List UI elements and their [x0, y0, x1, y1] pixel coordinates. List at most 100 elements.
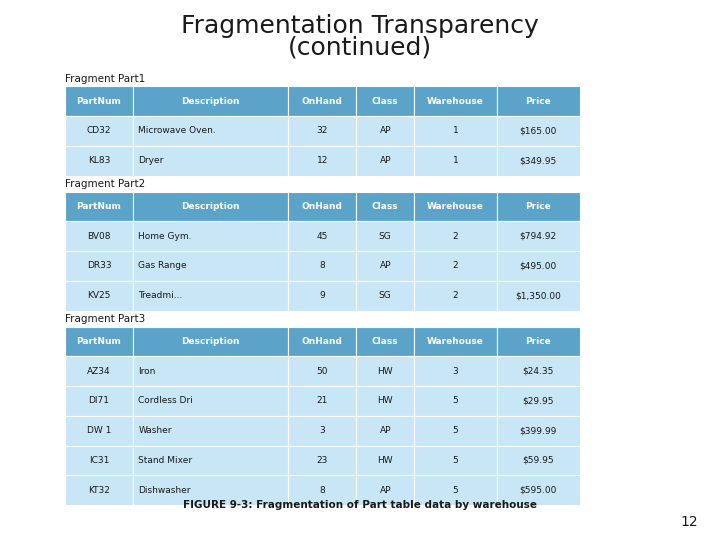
Text: Price: Price [526, 97, 551, 106]
Bar [65, 386, 133, 416]
Bar [497, 86, 580, 116]
Text: Class: Class [372, 337, 398, 346]
Bar [288, 251, 356, 281]
Text: 2: 2 [453, 232, 458, 241]
Text: 2: 2 [453, 261, 458, 271]
Text: $29.95: $29.95 [523, 396, 554, 406]
Text: AP: AP [379, 261, 391, 271]
Text: FIGURE 9-3: Fragmentation of Part table data by warehouse: FIGURE 9-3: Fragmentation of Part table … [183, 500, 537, 510]
Bar [414, 356, 497, 386]
Bar [497, 475, 580, 505]
Bar [133, 446, 288, 475]
Bar [497, 416, 580, 446]
Bar [133, 86, 288, 116]
Text: Price: Price [526, 337, 551, 346]
Text: BV08: BV08 [87, 232, 111, 241]
Bar [356, 416, 414, 446]
Bar [133, 281, 288, 310]
Text: 3: 3 [453, 367, 458, 376]
Bar [133, 221, 288, 251]
Bar [356, 116, 414, 146]
Text: OnHand: OnHand [302, 337, 343, 346]
Text: OnHand: OnHand [302, 97, 343, 106]
Text: KV25: KV25 [87, 291, 111, 300]
Text: CD32: CD32 [86, 126, 112, 136]
Bar [65, 192, 133, 221]
Text: 23: 23 [317, 456, 328, 465]
Text: SG: SG [379, 291, 392, 300]
Bar [497, 251, 580, 281]
Bar [65, 221, 133, 251]
Bar [65, 356, 133, 386]
Text: Fragmentation Transparency: Fragmentation Transparency [181, 14, 539, 37]
Bar [497, 221, 580, 251]
Bar [356, 146, 414, 176]
Text: $349.95: $349.95 [520, 156, 557, 165]
Text: Home Gym.: Home Gym. [138, 232, 192, 241]
Bar [133, 251, 288, 281]
Bar [288, 221, 356, 251]
Text: Warehouse: Warehouse [427, 337, 484, 346]
Text: KL83: KL83 [88, 156, 110, 165]
Text: 50: 50 [317, 367, 328, 376]
Bar [356, 86, 414, 116]
Text: AP: AP [379, 485, 391, 495]
Text: Class: Class [372, 97, 398, 106]
Text: Warehouse: Warehouse [427, 97, 484, 106]
Text: Cordless Dri: Cordless Dri [138, 396, 193, 406]
Bar [288, 356, 356, 386]
Bar [65, 116, 133, 146]
Text: 21: 21 [317, 396, 328, 406]
Bar [288, 416, 356, 446]
Bar [133, 116, 288, 146]
Text: Microwave Oven.: Microwave Oven. [138, 126, 216, 136]
Bar [497, 446, 580, 475]
Text: 9: 9 [320, 291, 325, 300]
Text: Fragment Part2: Fragment Part2 [65, 179, 145, 189]
Bar [288, 446, 356, 475]
Bar [288, 192, 356, 221]
Bar [414, 146, 497, 176]
Bar [288, 86, 356, 116]
Text: Price: Price [526, 202, 551, 211]
Bar [65, 146, 133, 176]
Text: Description: Description [181, 337, 240, 346]
Bar [133, 386, 288, 416]
Bar [414, 416, 497, 446]
Text: Stand Mixer: Stand Mixer [138, 456, 192, 465]
Bar [497, 146, 580, 176]
Text: Fragment Part3: Fragment Part3 [65, 314, 145, 324]
Bar [356, 446, 414, 475]
Text: DI71: DI71 [89, 396, 109, 406]
Bar [133, 192, 288, 221]
Text: Dryer: Dryer [138, 156, 163, 165]
Bar [414, 327, 497, 356]
Bar [133, 327, 288, 356]
Bar [133, 416, 288, 446]
Bar [65, 416, 133, 446]
Text: PartNum: PartNum [76, 202, 122, 211]
Text: Treadmi...: Treadmi... [138, 291, 183, 300]
Bar [65, 281, 133, 310]
Text: KT32: KT32 [88, 485, 110, 495]
Bar [414, 386, 497, 416]
Bar [356, 475, 414, 505]
Bar [65, 86, 133, 116]
Bar [288, 327, 356, 356]
Text: 3: 3 [320, 426, 325, 435]
Text: SG: SG [379, 232, 392, 241]
Bar [356, 281, 414, 310]
Text: 12: 12 [317, 156, 328, 165]
Bar [288, 475, 356, 505]
Text: $1,350.00: $1,350.00 [516, 291, 561, 300]
Bar [356, 221, 414, 251]
Text: $495.00: $495.00 [520, 261, 557, 271]
Bar [414, 475, 497, 505]
Bar [288, 146, 356, 176]
Bar [356, 356, 414, 386]
Text: Dishwasher: Dishwasher [138, 485, 191, 495]
Text: AZ34: AZ34 [87, 367, 111, 376]
Text: HW: HW [377, 367, 393, 376]
Text: PartNum: PartNum [76, 97, 122, 106]
Bar [133, 475, 288, 505]
